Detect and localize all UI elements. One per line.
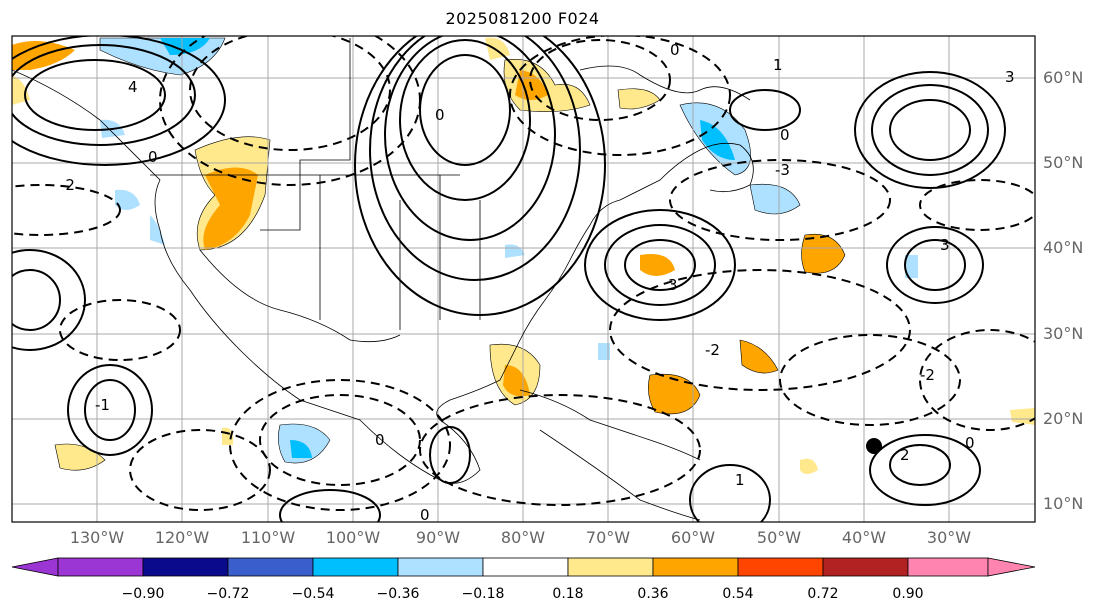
contour-label: 0	[780, 126, 790, 144]
colorbar-segment	[142, 557, 229, 577]
contour-label: -3	[775, 161, 790, 179]
lon-label: 100°W	[325, 528, 381, 547]
map-frame	[11, 35, 1036, 523]
contour-labels: 0 3 3 3 -2 0 0 0 0 1 2 -1 -2 -3 0 4 1 -2…	[60, 41, 1015, 524]
shade-negative	[278, 423, 331, 464]
shade-positive	[648, 373, 701, 415]
contour-label: 1	[735, 471, 745, 489]
colorbar-under-arrow	[11, 557, 59, 577]
contour-label: 1	[773, 56, 783, 74]
contour-label: 3	[940, 236, 950, 254]
coastlines	[12, 38, 754, 521]
lat-label: 50°N	[1043, 153, 1084, 172]
colorbar-segment	[907, 557, 989, 577]
colorbar-tick-label: −0.54	[291, 586, 335, 602]
contour-label: 0	[670, 41, 680, 59]
shade-negative	[160, 38, 210, 55]
shade-positive	[12, 75, 30, 105]
colorbar-tick-label: −0.72	[206, 586, 250, 602]
contour-label: 4	[128, 78, 138, 96]
shade-positive	[503, 59, 591, 112]
shade-negative	[749, 183, 801, 215]
shade-positive	[739, 339, 779, 374]
shade-positive	[800, 458, 818, 474]
colorbar-segment	[397, 557, 484, 577]
storm-marker	[866, 438, 882, 454]
lat-label: 20°N	[1043, 409, 1084, 428]
contour-label: 0	[148, 148, 158, 166]
contour-label: 3	[1005, 68, 1015, 86]
map-frame-content: 0 3 3 3 -2 0 0 0 0 1 2 -1 -2 -3 0 4 1 -2…	[12, 36, 1035, 524]
lon-label: 130°W	[69, 528, 125, 547]
lon-label: 50°W	[756, 528, 802, 547]
lat-label: 30°N	[1043, 324, 1084, 343]
colorbar-segment	[227, 557, 314, 577]
colorbar-tick-label: 0.54	[722, 586, 754, 602]
contour-label: -1	[95, 396, 110, 414]
contour-label: 0	[375, 431, 385, 449]
colorbar-tick-label: 0.36	[637, 586, 669, 602]
lon-label: 80°W	[500, 528, 546, 547]
colorbar-over-arrow	[987, 557, 1036, 577]
lon-label: 70°W	[585, 528, 631, 547]
contour-label: -2	[705, 341, 720, 359]
shade-negative	[290, 440, 312, 458]
contour-lines	[12, 36, 1006, 522]
colorbar-tick-label: −0.18	[461, 586, 505, 602]
shade-negative	[115, 189, 140, 210]
lat-label: 40°N	[1043, 238, 1084, 257]
contour-label: 0	[420, 506, 430, 524]
colorbar-tick-label: −0.36	[376, 586, 420, 602]
contour-label: 0	[435, 106, 445, 124]
colorbar-tick-label: −0.90	[121, 586, 165, 602]
lon-label: 90°W	[415, 528, 461, 547]
shade-positive	[1010, 408, 1035, 425]
shade-negative	[598, 343, 610, 360]
shade-positive	[640, 254, 675, 276]
colorbar-segment	[737, 557, 824, 577]
colorbar-tick-label: 0.90	[892, 586, 924, 602]
lon-label: 40°W	[841, 528, 887, 547]
colorbar-segment	[567, 557, 654, 577]
contour-label: 0	[965, 434, 975, 452]
colorbar	[11, 557, 1036, 577]
contour-label: -2	[920, 366, 935, 384]
contour-label: 2	[900, 446, 910, 464]
lat-label: 60°N	[1043, 68, 1084, 87]
lon-label: 60°W	[670, 528, 716, 547]
shade-positive	[801, 233, 846, 274]
colorbar-segment	[822, 557, 909, 577]
colorbar-segment	[57, 557, 144, 577]
contour-label: -2	[60, 176, 75, 194]
colorbar-segment	[482, 557, 569, 577]
colorbar-tick-label: 0.18	[552, 586, 584, 602]
colorbar-segment	[312, 557, 399, 577]
colorbar-tick-label: 0.72	[807, 586, 839, 602]
lon-label: 110°W	[240, 528, 296, 547]
lat-label: 10°N	[1043, 494, 1084, 513]
shade-negative	[505, 244, 525, 258]
lon-label: 30°W	[926, 528, 972, 547]
contour-label: 3	[668, 276, 678, 294]
shade-positive	[203, 167, 258, 250]
contour-lines-negative	[12, 36, 1035, 511]
shade-negative	[700, 120, 735, 160]
shade-negative	[905, 255, 918, 278]
lon-label: 120°W	[154, 528, 210, 547]
map-title: 2025081200 F024	[445, 9, 600, 28]
shade-positive	[485, 37, 510, 60]
colorbar-segment	[652, 557, 739, 577]
